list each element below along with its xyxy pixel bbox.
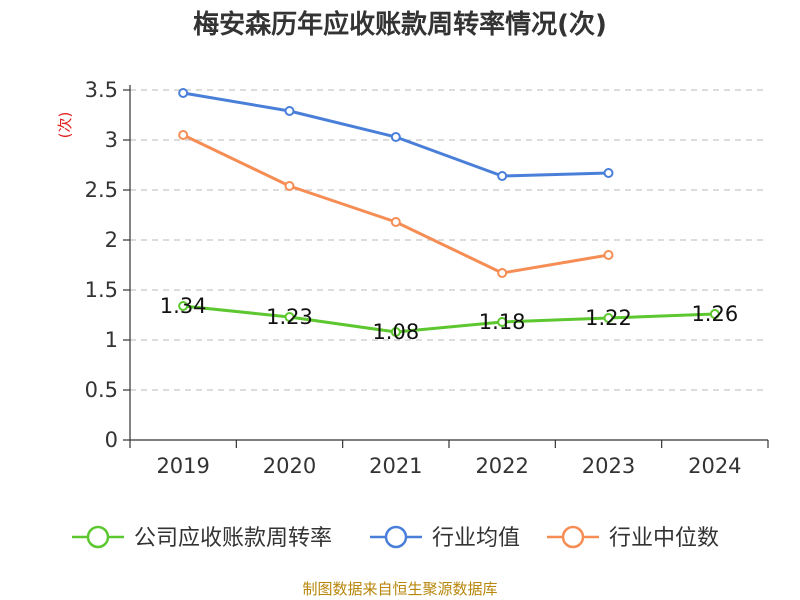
legend-label: 公司应收账款周转率: [134, 526, 332, 551]
x-tick-labels: 2019 2020 2021 2022 2023 2024: [156, 454, 741, 478]
legend-label: 行业均值: [432, 526, 520, 551]
x-tick-label: 2024: [688, 454, 741, 478]
series-point-1: [284, 106, 295, 116]
legend-item-1: 行业均值: [370, 525, 520, 551]
legend: 公司应收账款周转率 行业均值 行业中位数: [72, 525, 719, 551]
series-point-1: [178, 88, 189, 98]
series-point-2: [603, 250, 614, 260]
x-tick-label: 2019: [156, 454, 209, 478]
series-point-0: [178, 301, 189, 311]
series-point-0: [284, 312, 295, 322]
axes: [123, 85, 769, 448]
legend-label: 行业中位数: [609, 526, 719, 551]
data-label: 1.22: [585, 306, 632, 330]
series-point-1: [390, 132, 401, 142]
y-tick-label: 0: [105, 428, 118, 452]
x-tick-label: 2023: [582, 454, 635, 478]
series-point-1: [603, 168, 614, 178]
y-tick-labels: 0 0.5 1 1.5 2 2.5 3 3.5: [85, 78, 118, 452]
y-tick-label: 2.5: [85, 178, 118, 202]
series-point-0: [497, 317, 508, 327]
y-tick-label: 0.5: [85, 378, 118, 402]
series-point-2: [497, 268, 508, 278]
legend-item-2: 行业中位数: [547, 525, 719, 551]
legend-marker: [384, 525, 408, 549]
legend-item-0: 公司应收账款周转率: [72, 525, 332, 551]
source-note: 制图数据来自恒生聚源数据库: [302, 580, 497, 598]
series-line-2: [181, 133, 610, 275]
data-label: 1.26: [691, 302, 738, 326]
series-point-2: [390, 217, 401, 227]
legend-marker: [86, 525, 110, 549]
y-tick-label: 1: [105, 328, 118, 352]
x-tick-label: 2020: [263, 454, 316, 478]
y-tick-label: 1.5: [85, 278, 118, 302]
y-tick-label: 3: [105, 128, 118, 152]
series-point-2: [178, 130, 189, 140]
y-axis-label: (次): [56, 112, 74, 139]
data-label: 1.18: [479, 310, 526, 334]
data-label: 1.08: [372, 320, 419, 344]
series-point-1: [497, 171, 508, 181]
y-tick-label: 3.5: [85, 78, 118, 102]
grid-lines: [130, 89, 768, 391]
series-point-0: [390, 327, 401, 337]
series-layer: [178, 88, 720, 337]
data-label: 1.34: [160, 294, 207, 318]
series-point-0: [709, 309, 720, 319]
chart-title: 梅安森历年应收账款周转率情况(次): [193, 9, 607, 40]
legend-marker: [561, 525, 585, 549]
x-tick-label: 2021: [369, 454, 422, 478]
data-labels: 1.34 1.23 1.08 1.18 1.22 1.26: [160, 294, 738, 344]
series-point-0: [603, 313, 614, 323]
series-point-2: [284, 181, 295, 191]
x-tick-label: 2022: [475, 454, 528, 478]
series-line-0: [181, 304, 717, 334]
y-tick-label: 2: [105, 228, 118, 252]
data-label: 1.23: [266, 305, 313, 329]
